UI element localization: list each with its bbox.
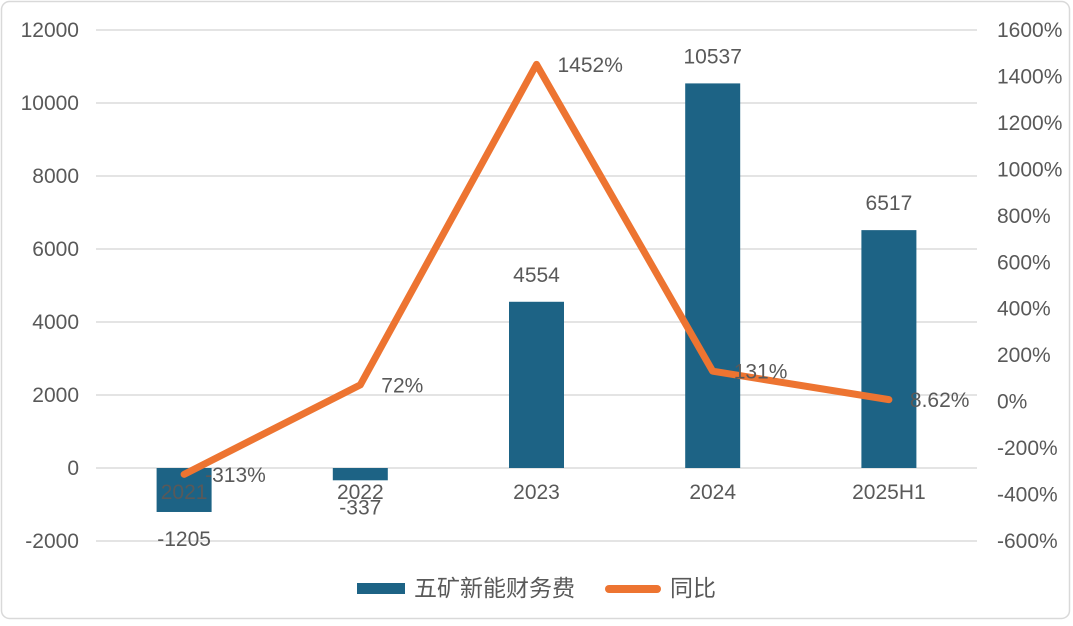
bar-2022[interactable] bbox=[332, 468, 388, 481]
category-label-2024: 2024 bbox=[689, 481, 736, 504]
right-axis-tick: 0% bbox=[997, 391, 1027, 414]
right-axis-tick: 1600% bbox=[997, 19, 1062, 42]
chart-legend: 五矿新能财务费 同比 bbox=[0, 575, 1073, 601]
left-axis-tick: 0 bbox=[67, 457, 79, 480]
line-data-label: 131% bbox=[734, 361, 788, 384]
right-axis-tick: 1000% bbox=[997, 158, 1062, 181]
right-axis-tick: -400% bbox=[997, 484, 1058, 507]
right-axis-tick: 600% bbox=[997, 251, 1051, 274]
right-axis-tick: 1400% bbox=[997, 65, 1062, 88]
left-axis-tick: 6000 bbox=[32, 238, 79, 261]
category-label-2021: 2021 bbox=[161, 481, 208, 504]
right-axis-tick: -200% bbox=[997, 437, 1058, 460]
line-data-label: 8.62% bbox=[910, 389, 970, 412]
left-axis-tick: 12000 bbox=[21, 19, 79, 42]
bar-series-swatch bbox=[357, 583, 405, 595]
right-axis-tick: -600% bbox=[997, 530, 1058, 553]
bar-2025H1[interactable] bbox=[861, 230, 917, 468]
right-axis-tick: 1200% bbox=[997, 112, 1062, 135]
left-axis-tick: 2000 bbox=[32, 384, 79, 407]
bar-2023[interactable] bbox=[509, 301, 564, 468]
bar-series-label: 五矿新能财务费 bbox=[414, 575, 575, 601]
line-data-label: 1452% bbox=[558, 54, 623, 77]
bar-data-label: 10537 bbox=[683, 45, 741, 68]
left-axis-tick: 8000 bbox=[32, 165, 79, 188]
right-axis-tick: 400% bbox=[997, 298, 1051, 321]
left-axis-tick: -2000 bbox=[25, 530, 79, 553]
line-data-label: -313% bbox=[205, 464, 266, 487]
bar-data-label: -337 bbox=[339, 496, 381, 519]
right-axis-tick: 200% bbox=[997, 344, 1051, 367]
bar-data-label: 4554 bbox=[513, 264, 560, 287]
left-axis-tick: 4000 bbox=[32, 311, 79, 334]
bar-data-label: -1205 bbox=[157, 528, 211, 551]
left-axis-tick: 10000 bbox=[21, 92, 79, 115]
category-label-2025H1: 2025H1 bbox=[852, 481, 926, 504]
legend-item-bar-series[interactable]: 五矿新能财务费 bbox=[357, 575, 575, 601]
bar-data-label: 6517 bbox=[866, 192, 913, 215]
category-label-2023: 2023 bbox=[513, 481, 560, 504]
line-data-label: 72% bbox=[381, 374, 423, 397]
legend-item-line-series[interactable]: 同比 bbox=[605, 575, 716, 601]
line-series-swatch bbox=[605, 584, 661, 593]
line-series[interactable] bbox=[180, 60, 893, 478]
line-series-label: 同比 bbox=[670, 575, 716, 601]
bar-2024[interactable] bbox=[685, 83, 741, 468]
right-axis-tick: 800% bbox=[997, 205, 1051, 228]
category-label-2022: 2022 bbox=[337, 481, 384, 504]
